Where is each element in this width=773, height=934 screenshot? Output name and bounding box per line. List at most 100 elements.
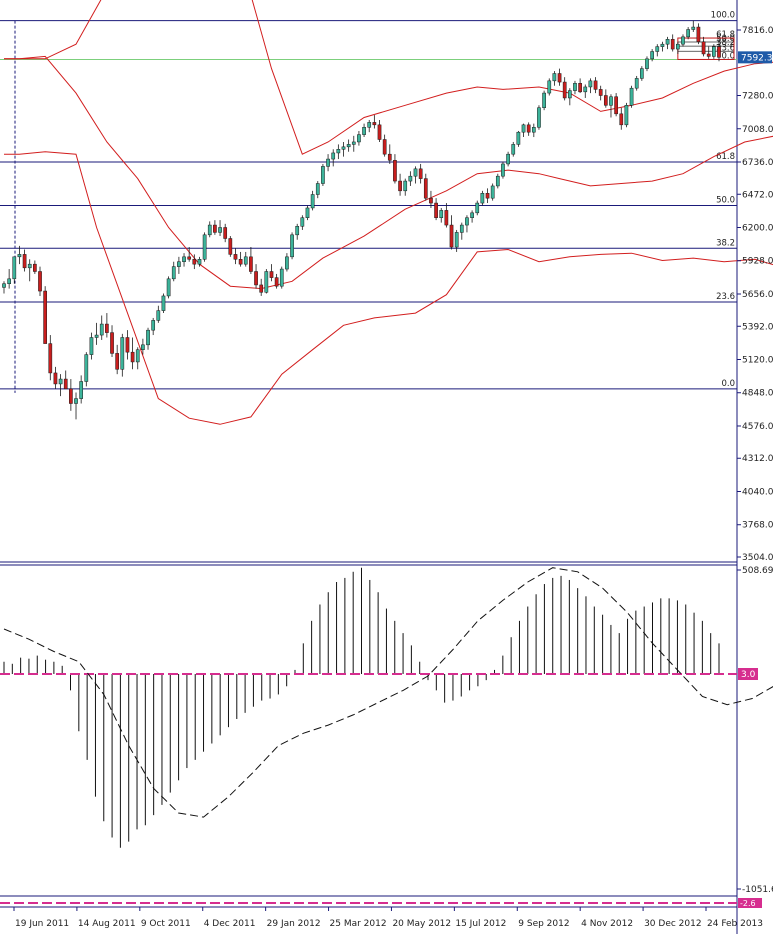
candle-down (269, 271, 274, 278)
candle-up (202, 234, 207, 260)
price-tick-label: 6472.0 (742, 190, 773, 200)
candle-up (712, 46, 716, 57)
candle-down (238, 259, 243, 265)
candle-up (264, 271, 269, 293)
candle-down (603, 95, 608, 106)
price-tick-label: 6200.0 (742, 224, 773, 234)
candle-up (475, 202, 480, 214)
candle-down (33, 263, 37, 272)
candle-up (691, 26, 696, 30)
candle-up (490, 185, 495, 199)
candle-down (614, 96, 618, 115)
candle-up (279, 268, 284, 287)
candle-up (79, 381, 84, 399)
bottom-value-label: -2.6 (740, 899, 756, 908)
candle-up (182, 256, 186, 262)
candle-down (254, 271, 258, 286)
candle-down (696, 26, 701, 42)
date-axis: 19 Jun 2011 14 Aug 2011 9 Oct 2011 4 Dec 20… (13, 907, 763, 929)
fib-level-label: 50.0 (716, 196, 735, 206)
fibonacci-levels: 100.061.850.038.223.60.061.850.038.223.6… (0, 11, 737, 393)
date-label: 9 Oct 2011 (141, 919, 191, 929)
small-fib-label: 61.8 (716, 30, 735, 40)
candle-up (676, 43, 680, 50)
candle-up (310, 194, 315, 209)
candle-up (357, 134, 361, 143)
candle-down (429, 197, 433, 204)
candle-up (99, 323, 104, 336)
small-fib-label: 0.0 (721, 51, 735, 61)
price-axis: 7816.0 7280.0 7008.0 6736.0 6472.0 6200.0 5928… (737, 26, 773, 563)
candle-up (177, 261, 181, 267)
candle-up (439, 210, 444, 218)
candle-up (74, 398, 78, 404)
date-label: 4 Nov 2012 (581, 919, 633, 929)
candle-down (444, 210, 449, 226)
current-price-tag (738, 51, 772, 64)
price-tick-label: 5656.0 (742, 290, 773, 300)
candle-down (274, 277, 279, 287)
candle-up (573, 83, 577, 91)
candle-up (7, 278, 11, 284)
candle-down (423, 178, 428, 199)
candle-up (305, 207, 310, 218)
price-tick-label: 4040.0 (742, 487, 773, 497)
candle-up (197, 259, 202, 265)
bollinger-bands (4, 0, 773, 425)
candle-down (387, 153, 392, 161)
candle-up (645, 58, 649, 69)
fib-level-label: 61.8 (716, 152, 735, 162)
candle-up (459, 224, 464, 233)
candle-up (542, 92, 546, 108)
candle-up (480, 193, 485, 204)
candle-down (562, 81, 567, 99)
candle-up (681, 36, 685, 45)
indicator-value-tag (738, 668, 758, 681)
candle-down (557, 73, 562, 83)
candle-up (346, 144, 351, 148)
candle-up (655, 46, 660, 52)
price-tick-label: 7280.0 (742, 92, 773, 102)
candle-down (63, 378, 68, 390)
small-fib-label: 38.2 (716, 38, 735, 48)
candle-up (403, 180, 408, 192)
candle-up (506, 153, 510, 165)
indicator-axis: 508.69 -1051.6 3.0 -2.6 (0, 566, 773, 908)
candle-up (367, 122, 372, 128)
current-price-label: 7592.3 (741, 53, 773, 63)
candle-down (53, 372, 58, 385)
upper-band-line (4, 0, 773, 155)
price-tick-label: 7008.0 (742, 125, 773, 135)
candle-up (218, 227, 222, 233)
candle-up (583, 86, 588, 93)
candle-down (233, 254, 238, 260)
candle-down (22, 254, 27, 269)
candle-up (336, 149, 341, 154)
date-label: 9 Sep 2012 (518, 919, 569, 929)
candle-down (619, 113, 624, 126)
candle-down (48, 343, 53, 374)
candle-down (706, 53, 711, 57)
candle-up (171, 266, 176, 280)
candle-down (187, 256, 192, 260)
candlesticks (2, 20, 721, 420)
candle-down (418, 168, 423, 179)
candle-up (351, 141, 356, 145)
candle-up (470, 212, 474, 218)
candle-up (58, 378, 63, 385)
price-tick-label: 4576.0 (742, 422, 773, 432)
candle-up (650, 51, 654, 60)
candle-down (670, 39, 675, 50)
candle-up (166, 278, 171, 297)
candle-up (511, 144, 516, 155)
candle-up (285, 256, 289, 270)
candle-up (120, 337, 125, 370)
candle-up (413, 168, 418, 177)
candle-up (151, 320, 156, 331)
candle-up (141, 344, 145, 350)
date-label: 24 Feb 2013 (707, 919, 763, 929)
candle-up (362, 127, 366, 135)
date-label: 25 Mar 2012 (330, 919, 387, 929)
price-tick-label: 5928.0 (742, 257, 773, 267)
